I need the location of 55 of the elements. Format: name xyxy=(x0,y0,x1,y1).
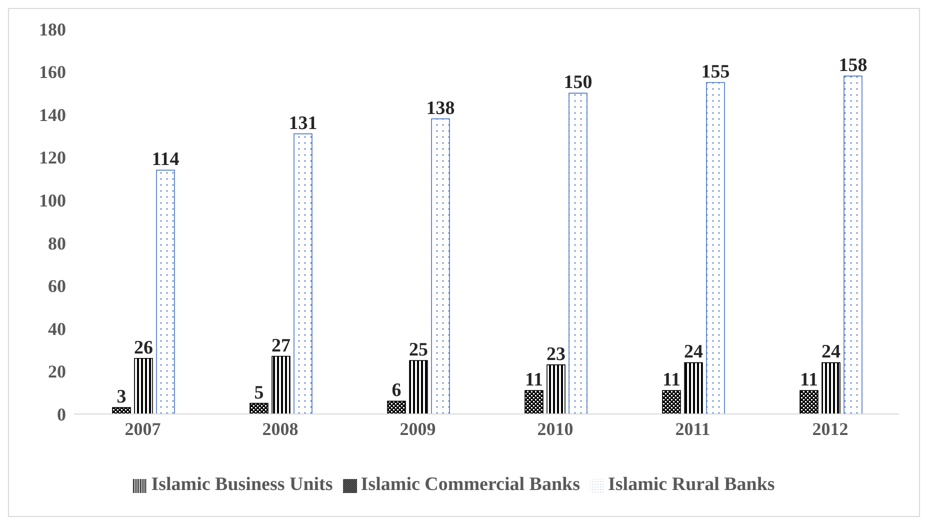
bar xyxy=(112,407,131,414)
data-label: 131 xyxy=(288,112,318,134)
data-label: 138 xyxy=(426,98,455,119)
y-tick-label: 120 xyxy=(39,148,66,168)
y-tick-label: 40 xyxy=(48,318,66,339)
data-label: 23 xyxy=(546,344,566,365)
data-label: 6 xyxy=(392,380,402,402)
data-label: 155 xyxy=(701,61,730,82)
data-label: 26 xyxy=(134,337,153,358)
bar xyxy=(546,364,566,414)
bar xyxy=(294,133,312,414)
data-label: 5 xyxy=(254,382,264,404)
data-label: 24 xyxy=(684,342,704,363)
data-label: 114 xyxy=(152,149,180,170)
y-tick-label: 160 xyxy=(39,62,66,82)
bar xyxy=(800,390,818,414)
y-tick-label: 0 xyxy=(57,404,66,424)
x-tick-label: 2011 xyxy=(675,418,710,439)
data-label: 27 xyxy=(272,335,291,356)
data-label: 11 xyxy=(525,369,543,390)
legend-label: Islamic Rural Banks xyxy=(608,474,775,495)
bar xyxy=(706,82,725,414)
bar xyxy=(684,362,703,414)
legend-label: Islamic Business Units xyxy=(151,474,333,495)
data-label: 3 xyxy=(116,386,126,408)
data-label: 25 xyxy=(409,340,428,361)
bar xyxy=(568,92,588,414)
x-tick-label: 2012 xyxy=(812,418,848,439)
bar xyxy=(431,118,450,414)
bar xyxy=(272,356,290,414)
data-label: 158 xyxy=(838,55,868,76)
bar xyxy=(387,400,406,414)
y-tick-label: 20 xyxy=(48,362,66,382)
data-label: 11 xyxy=(662,369,680,390)
legend-label: Islamic Commercial Banks xyxy=(360,474,580,495)
bar xyxy=(250,402,268,414)
y-tick-label: 180 xyxy=(39,19,66,40)
bar xyxy=(662,390,681,414)
bar xyxy=(844,76,862,414)
bar xyxy=(409,360,428,414)
y-tick-label: 140 xyxy=(39,104,66,125)
bar xyxy=(822,362,840,414)
x-tick-label: 2007 xyxy=(124,418,161,439)
data-label: 24 xyxy=(822,342,841,363)
x-tick-label: 2008 xyxy=(262,418,298,439)
data-label: 11 xyxy=(800,369,818,390)
y-tick-label: 100 xyxy=(39,190,66,210)
y-tick-label: 60 xyxy=(48,276,66,296)
y-tick-label: 80 xyxy=(48,233,66,254)
data-label: 150 xyxy=(564,72,592,94)
bar xyxy=(156,170,175,414)
bar xyxy=(134,358,153,414)
x-tick-label: 2009 xyxy=(400,418,436,439)
x-tick-label: 2010 xyxy=(537,418,574,439)
bar xyxy=(524,390,544,414)
